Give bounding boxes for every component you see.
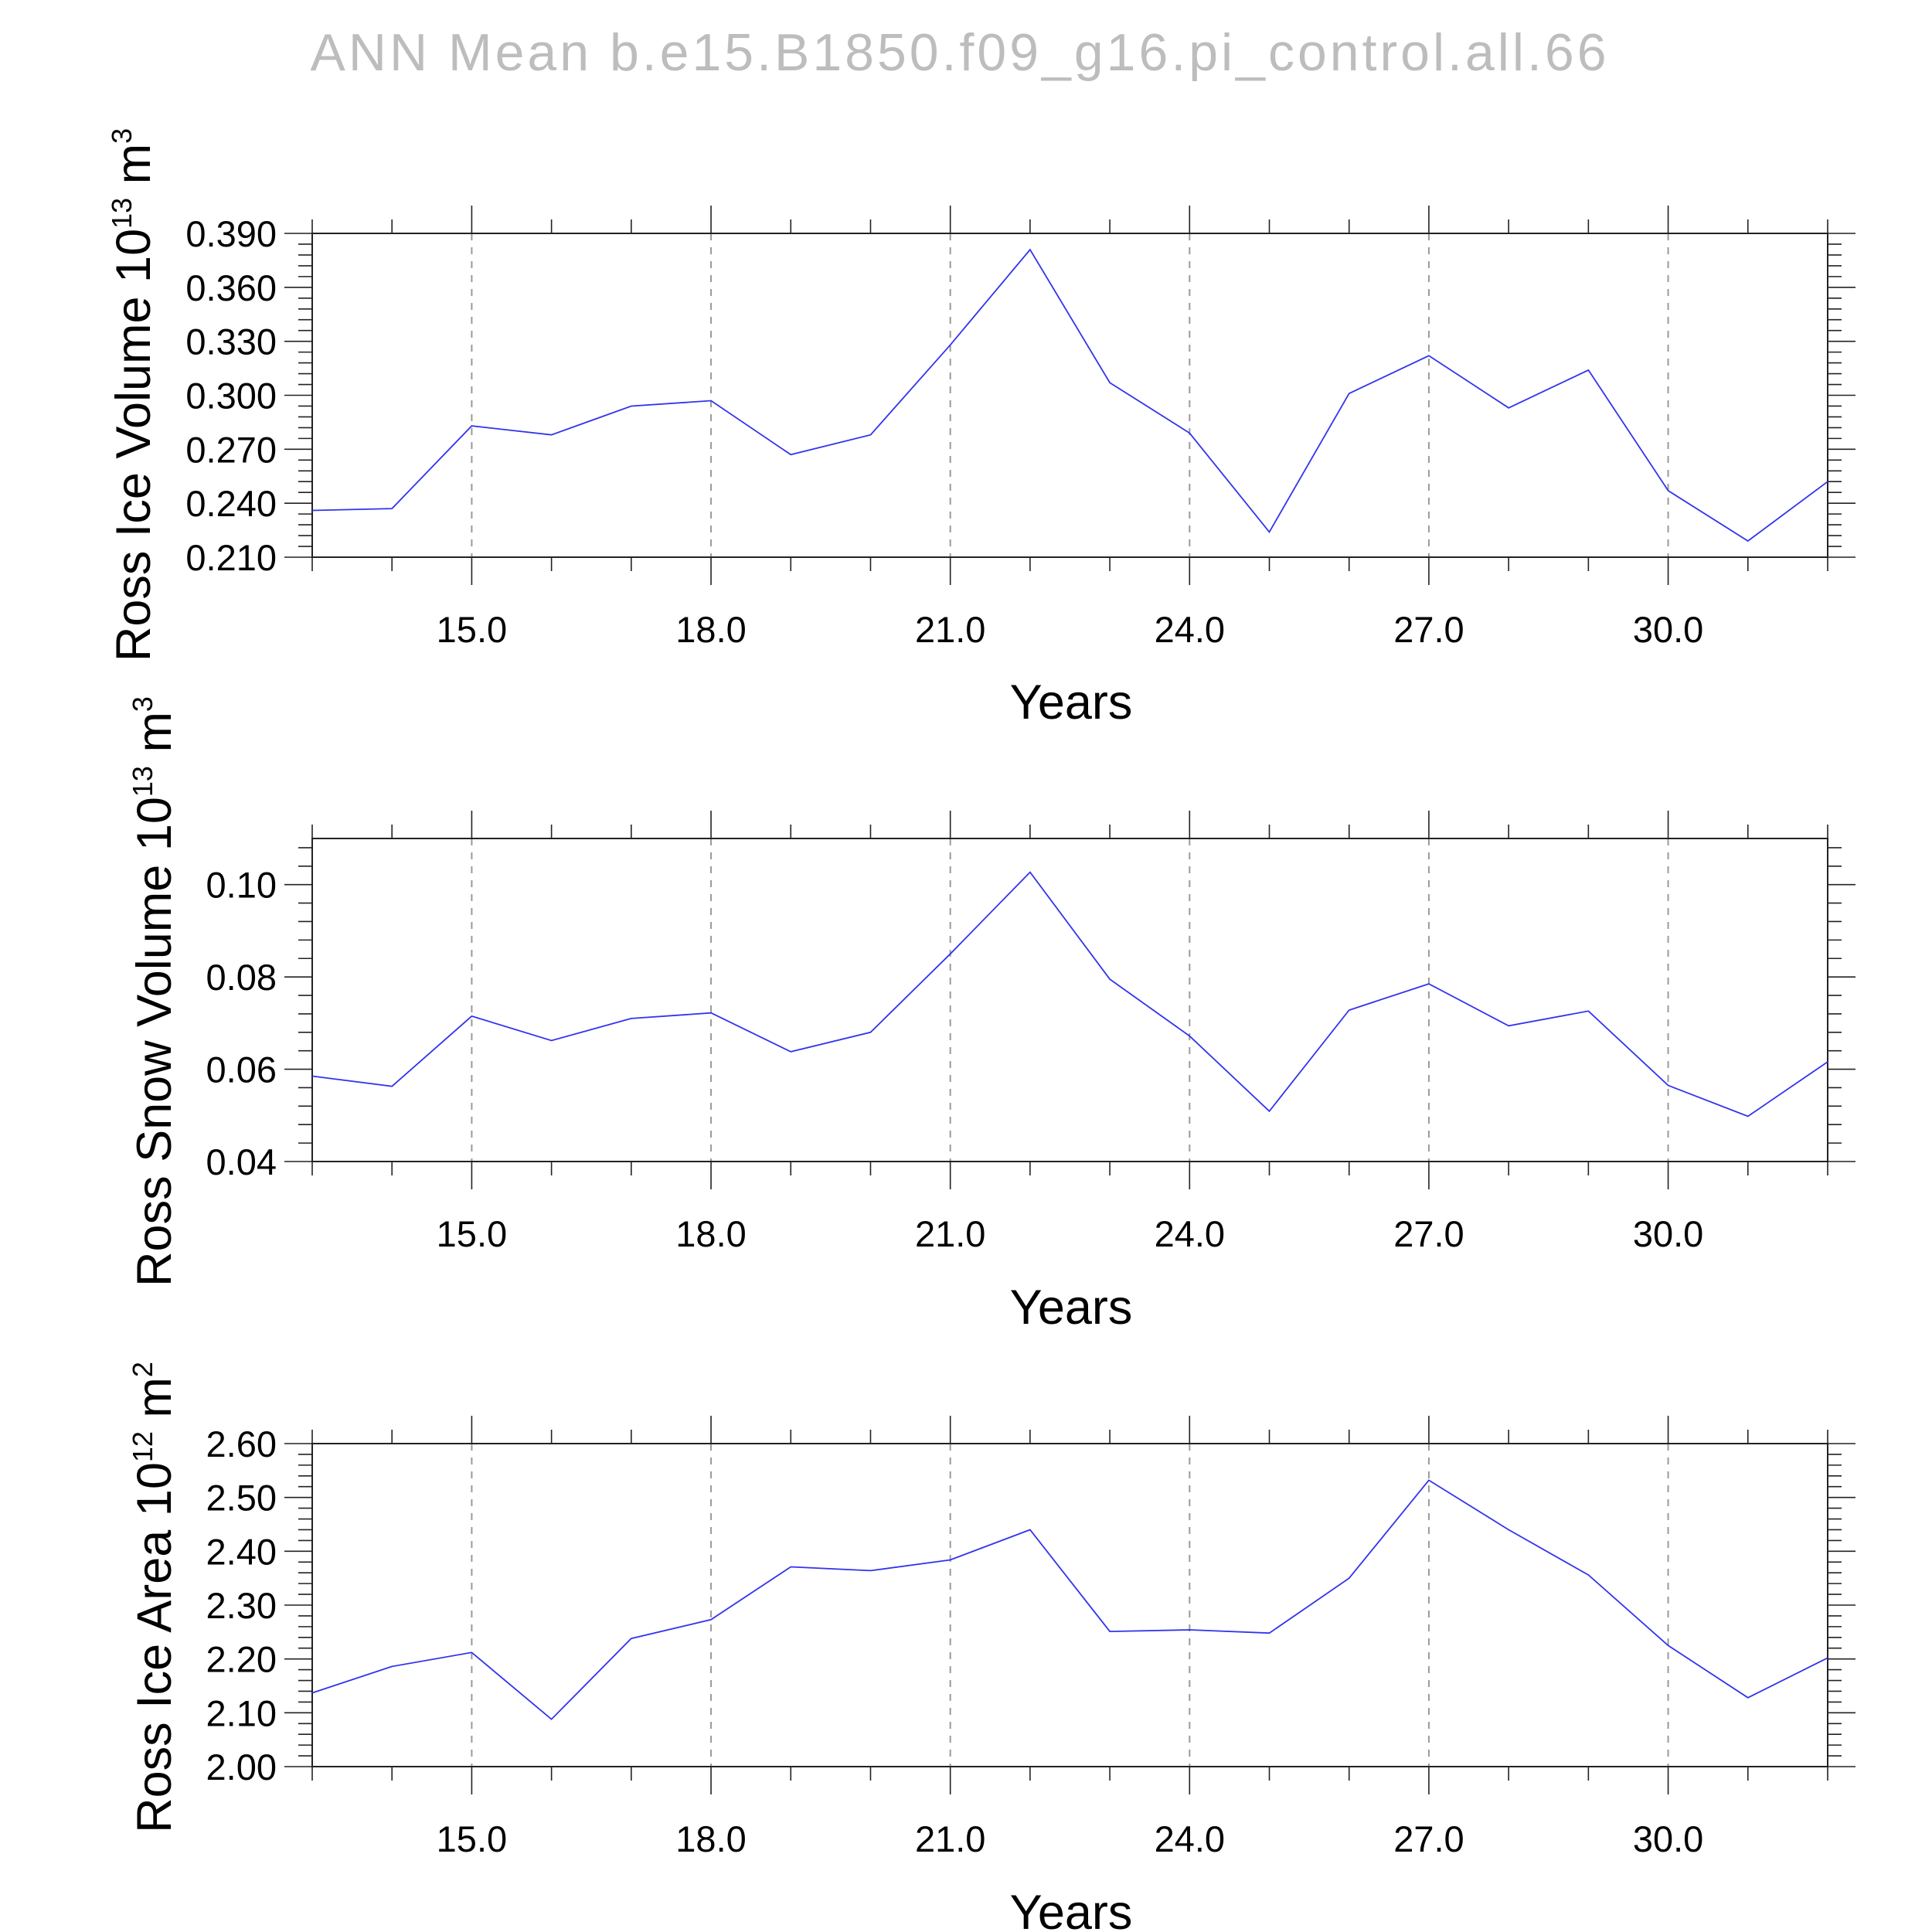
figure-title: ANN Mean b.e15.B1850.f09_g16.pi_control.… [310, 23, 1609, 82]
y-axis-title: Ross Ice Area 1012 m2 [127, 1362, 182, 1833]
y-axis-title-exponent: 13 [127, 766, 158, 797]
y-tick-label: 2.60 [206, 1423, 277, 1464]
y-axis-title-unit-exponent: 2 [127, 1362, 158, 1377]
y-axis-title-main: Ross Snow Volume 10 [128, 797, 182, 1287]
y-tick-label: 0.330 [185, 321, 277, 362]
x-axis-title: Years [1010, 675, 1133, 730]
x-tick-label: 21.0 [915, 1818, 985, 1859]
y-axis-title-exponent: 13 [106, 198, 138, 229]
x-tick-label: 18.0 [675, 609, 746, 650]
y-tick-label: 0.360 [185, 267, 277, 308]
y-tick-label: 2.50 [206, 1478, 277, 1519]
x-tick-label: 30.0 [1633, 609, 1703, 650]
y-axis-title-main: Ross Ice Area 10 [128, 1462, 182, 1833]
plot-frame [311, 1443, 1828, 1767]
plot-frame [311, 233, 1828, 558]
y-tick-label: 0.240 [185, 483, 277, 524]
panel-ross-ice-area: 2.00 2.10 2.20 2.30 2.40 2.50 2.60 15.0 18.0 21.0… [127, 1362, 1855, 1932]
y-tick-label: 0.210 [185, 537, 277, 578]
series-line [311, 871, 1828, 1117]
y-axis-title-unit: m [107, 144, 161, 198]
y-tick-label: 0.10 [206, 865, 277, 906]
y-axis-title-unit: m [128, 1377, 182, 1431]
y-axis-title: Ross Snow Volume 1013 m3 [127, 696, 182, 1287]
plot-frame [311, 838, 1828, 1162]
y-axis-title-unit: m [128, 712, 182, 766]
x-tick-label: 15.0 [437, 1213, 507, 1254]
x-tick-label: 18.0 [675, 1213, 746, 1254]
x-tick-label: 24.0 [1155, 609, 1225, 650]
y-axis-title-unit-exponent: 3 [106, 128, 138, 144]
y-axis-title-unit-exponent: 3 [127, 696, 158, 712]
x-tick-label: 27.0 [1393, 609, 1464, 650]
x-tick-label: 15.0 [437, 609, 507, 650]
panel-ross-ice-volume: 0.210 0.240 0.270 0.300 0.330 0.360 0.390 15.0 1… [106, 128, 1855, 730]
series-line [311, 1479, 1828, 1720]
y-tick-label: 0.08 [206, 957, 277, 998]
x-axis-title: Years [1010, 1886, 1133, 1932]
x-tick-label: 15.0 [437, 1818, 507, 1859]
x-tick-label: 27.0 [1393, 1213, 1464, 1254]
y-tick-label: 2.20 [206, 1639, 277, 1680]
y-axis-title: Ross Ice Volume 1013 m3 [106, 128, 161, 662]
x-tick-label: 27.0 [1393, 1818, 1464, 1859]
y-tick-label: 2.30 [206, 1585, 277, 1626]
x-tick-label: 30.0 [1633, 1818, 1703, 1859]
y-axis-title-main: Ross Ice Volume 10 [107, 229, 161, 662]
x-tick-label: 21.0 [915, 1213, 985, 1254]
series-line [311, 248, 1828, 543]
x-tick-label: 18.0 [675, 1818, 746, 1859]
y-tick-label: 0.06 [206, 1049, 277, 1090]
x-tick-label: 24.0 [1155, 1818, 1225, 1859]
y-tick-label: 0.04 [206, 1141, 277, 1182]
y-tick-label: 0.300 [185, 376, 277, 417]
y-tick-label: 0.390 [185, 213, 277, 254]
y-tick-label: 0.270 [185, 429, 277, 470]
y-tick-label: 2.40 [206, 1531, 277, 1572]
y-tick-label: 2.10 [206, 1692, 277, 1733]
x-tick-label: 24.0 [1155, 1213, 1225, 1254]
y-axis-title-exponent: 12 [127, 1431, 158, 1462]
x-tick-label: 30.0 [1633, 1213, 1703, 1254]
y-tick-label: 2.00 [206, 1747, 277, 1787]
panel-ross-snow-volume: 0.04 0.06 0.08 0.10 15.0 18.0 21.0 24.0 27.0 30.0… [127, 696, 1855, 1335]
x-tick-label: 21.0 [915, 609, 985, 650]
x-axis-title: Years [1010, 1281, 1133, 1335]
